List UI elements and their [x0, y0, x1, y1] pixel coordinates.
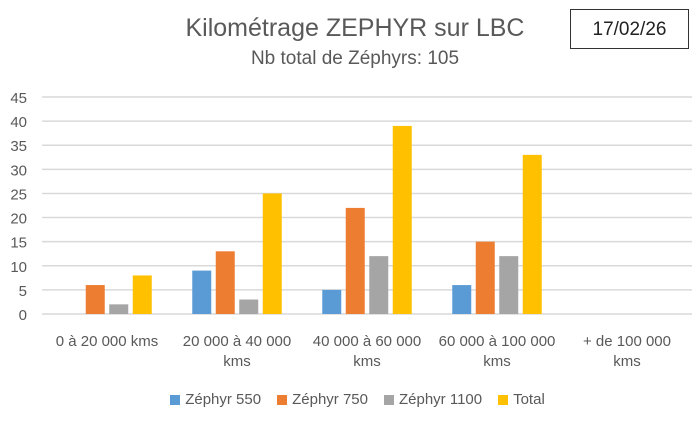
- x-tick-label: kms: [353, 353, 381, 370]
- x-tick-label: kms: [613, 353, 641, 370]
- legend-item: Total: [498, 391, 545, 408]
- bar-zéphyr-1100: [499, 256, 519, 314]
- chart-subtitle: Nb total de Zéphyrs: 105: [250, 48, 460, 69]
- legend-swatch: [170, 394, 181, 405]
- y-tick-label: 40: [10, 114, 27, 131]
- legend: Zéphyr 550 Zéphyr 750 Zéphyr 1100 Total: [0, 391, 699, 408]
- bar-total: [522, 154, 542, 314]
- legend-swatch: [498, 394, 509, 405]
- legend-label: Zéphyr 750: [292, 391, 368, 408]
- legend-swatch: [383, 394, 394, 405]
- bar-total: [132, 275, 152, 314]
- legend-item: Zéphyr 550: [170, 391, 261, 408]
- bar-zéphyr-1100: [369, 256, 389, 314]
- date-box: 17/02/26: [570, 9, 689, 49]
- bar-total: [262, 193, 282, 314]
- legend-item: Zéphyr 1100: [383, 391, 483, 408]
- bar-zéphyr-1100: [109, 304, 129, 314]
- bar-zéphyr-550: [322, 289, 342, 314]
- legend-swatch: [277, 394, 288, 405]
- y-tick-label: 20: [10, 211, 27, 228]
- bar-zéphyr-1100: [239, 299, 259, 314]
- bar-zéphyr-750: [85, 285, 105, 314]
- bar-zéphyr-750: [475, 241, 495, 314]
- bar-zéphyr-750: [215, 251, 235, 314]
- legend-label: Zéphyr 550: [185, 391, 262, 408]
- bar-zéphyr-550: [452, 285, 472, 314]
- x-tick-label: 0 à 20 000 kms: [56, 333, 159, 350]
- bar-zéphyr-750: [345, 207, 365, 314]
- y-tick-label: 35: [10, 138, 27, 155]
- legend-label: Zéphyr 1100: [398, 391, 483, 408]
- y-tick-label: 0: [19, 307, 27, 324]
- legend-label: Total: [513, 391, 545, 408]
- y-tick-label: 25: [10, 186, 27, 203]
- x-tick-label: 60 000 à 100 000: [439, 333, 556, 350]
- x-tick-label: 40 000 à 60 000: [313, 333, 421, 350]
- y-tick-label: 30: [10, 162, 27, 179]
- y-tick-label: 15: [10, 235, 27, 252]
- bar-zéphyr-550: [192, 270, 212, 314]
- x-tick-label: kms: [223, 353, 251, 370]
- x-tick-label: kms: [483, 353, 511, 370]
- legend-item: Zéphyr 750: [277, 391, 368, 408]
- y-tick-label: 45: [10, 90, 27, 107]
- x-tick-label: + de 100 000: [583, 333, 671, 350]
- bar-total: [392, 125, 412, 314]
- chart-title: Kilométrage ZEPHYR sur LBC: [185, 14, 525, 42]
- x-tick-label: 20 000 à 40 000: [183, 333, 291, 350]
- y-tick-label: 5: [19, 283, 27, 300]
- y-tick-label: 10: [10, 259, 27, 276]
